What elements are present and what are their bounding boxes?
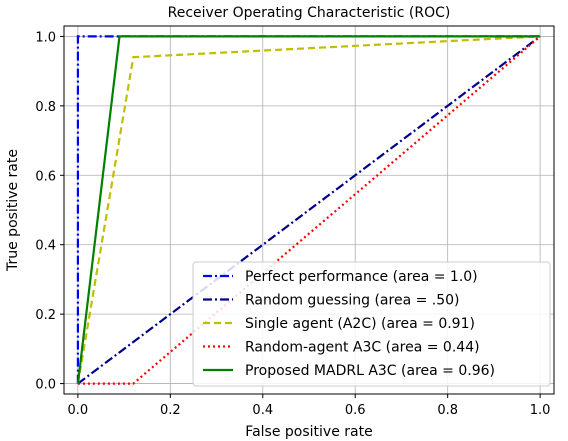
x-axis-label: False positive rate [245,424,372,440]
series-line-3 [77,35,541,385]
legend-entry: Perfect performance (area = 1.0) [245,269,478,285]
y-tick-label: 0.8 [35,100,56,115]
legend-box [192,261,551,387]
y-tick-label: 1.0 [35,30,56,45]
x-tick-label: 0.2 [160,403,181,418]
series-line-2 [76,35,541,384]
chart-title: Receiver Operating Characteristic (ROC) [168,5,451,21]
y-tick-label: 0.2 [35,308,56,323]
legend: Perfect performance (area = 1.0) Random g… [192,261,551,387]
y-axis-label: True positive rate [5,149,21,272]
y-tick-label: 0.0 [35,378,56,393]
x-tick-label: 1.0 [530,403,551,418]
x-tick-label: 0.8 [437,403,458,418]
legend-entry: Random guessing (area = .50) [245,293,460,309]
legend-entry: Single agent (A2C) (area = 0.91) [245,316,475,332]
x-tick-label: 0.4 [252,403,273,418]
x-tick-label: 0.0 [68,403,89,418]
series-line-0 [76,35,541,384]
y-tick-label: 0.4 [35,239,56,254]
plot-frame [63,25,555,395]
y-ticks: 0.0 0.2 0.4 0.6 0.8 1.0 [35,30,64,393]
series-line-1 [77,35,541,385]
series-lines [76,35,541,385]
legend-entry: Random-agent A3C (area = 0.44) [245,340,480,356]
y-tick-label: 0.6 [35,169,56,184]
series-line-4 [76,35,541,384]
x-tick-label: 0.6 [345,403,366,418]
x-ticks: 0.0 0.2 0.4 0.6 0.8 1.0 [68,394,551,418]
legend-entry: Proposed MADRL A3C (area = 0.96) [245,363,495,379]
